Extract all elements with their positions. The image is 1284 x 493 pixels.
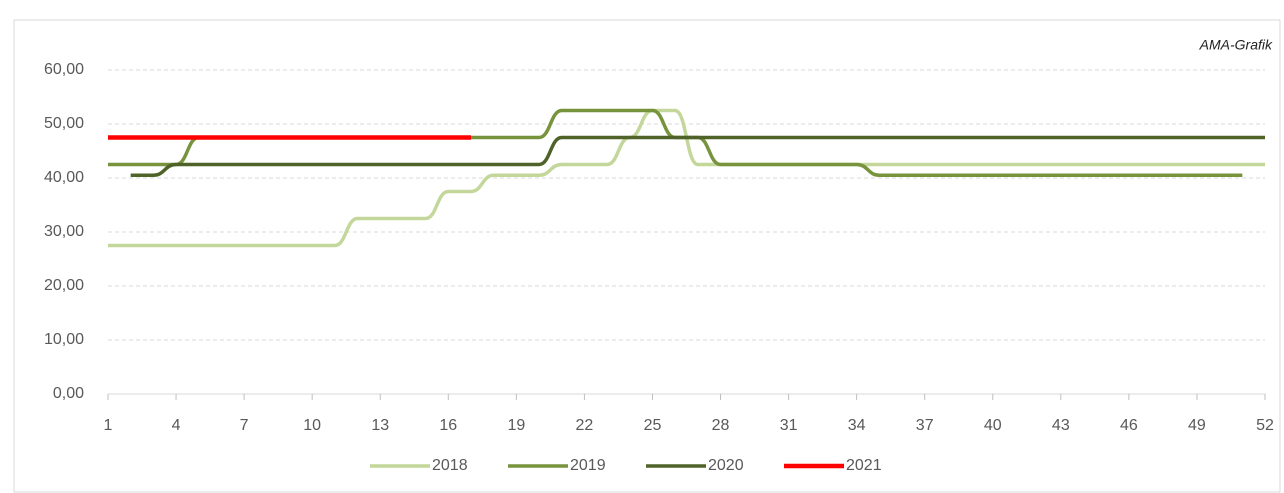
x-tick-label: 25: [644, 417, 662, 434]
legend-label: 2018: [432, 457, 468, 474]
legend-label: 2020: [708, 457, 744, 474]
x-tick-label: 34: [848, 417, 866, 434]
legend-label: 2019: [570, 457, 606, 474]
x-tick-label: 37: [916, 417, 934, 434]
y-tick-label: 10,00: [44, 331, 84, 348]
x-tick-label: 13: [371, 417, 389, 434]
x-tick-label: 43: [1052, 417, 1070, 434]
y-tick-label: 0,00: [53, 385, 84, 402]
x-tick-label: 7: [240, 417, 249, 434]
x-tick-label: 4: [172, 417, 181, 434]
x-tick-label: 31: [780, 417, 798, 434]
x-tick-label: 52: [1256, 417, 1274, 434]
x-tick-label: 22: [576, 417, 594, 434]
annotation: AMA-Grafik: [1199, 37, 1273, 53]
x-tick-label: 28: [712, 417, 730, 434]
y-tick-label: 60,00: [44, 61, 84, 78]
chart-frame: [13, 19, 1281, 493]
line-series: [130, 135, 1265, 178]
y-tick-label: 40,00: [44, 169, 84, 186]
legend-label: 2021: [846, 457, 882, 474]
x-tick-label: 1: [104, 417, 113, 434]
x-tick-label: 16: [439, 417, 457, 434]
x-tick-label: 49: [1188, 417, 1206, 434]
y-tick-label: 50,00: [44, 115, 84, 132]
x-tick-label: 19: [507, 417, 525, 434]
x-tick-label: 40: [984, 417, 1002, 434]
x-tick-label: 10: [303, 417, 321, 434]
y-tick-label: 30,00: [44, 223, 84, 240]
y-tick-label: 20,00: [44, 277, 84, 294]
x-tick-label: 46: [1120, 417, 1138, 434]
